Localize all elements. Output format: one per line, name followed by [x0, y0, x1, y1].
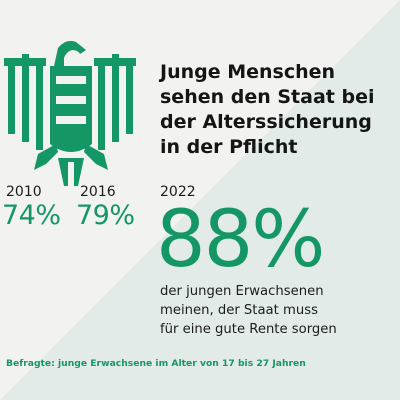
year-2022: 2022 — [160, 184, 196, 200]
year-2016: 2016 — [80, 184, 116, 200]
value-2016: 79% — [76, 200, 135, 231]
description: der jungen Erwachsenen meinen, der Staat… — [160, 284, 337, 337]
federal-eagle-icon — [4, 40, 136, 186]
value-2010: 74% — [2, 200, 61, 231]
headline: Junge Menschen sehen den Staat bei der A… — [160, 61, 375, 158]
value-2022: 88% — [156, 195, 325, 285]
year-2010: 2010 — [6, 184, 42, 200]
source-note: Befragte: junge Erwachsene im Alter von … — [6, 358, 306, 369]
